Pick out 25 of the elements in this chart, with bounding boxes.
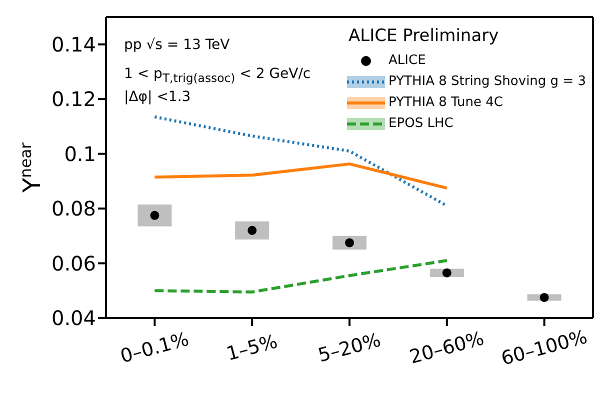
annotation: pp √s = 13 TeV [124,37,230,53]
y-tick-label: 0.08 [51,196,96,221]
x-tick-label: 1–5% [224,330,280,366]
annotation: |Δφ| <1.3 [124,88,191,105]
legend-label: PYTHIA 8 String Shoving g = 3 [388,74,586,89]
legend-label: PYTHIA 8 Tune 4C [388,95,503,110]
annotation: 1 < p$_{T,trig(assoc)}$ < 2 GeV/c [124,66,311,85]
x-tick-label: 20–60% [407,328,486,368]
line-series [153,162,448,190]
legend-title: ALICE Preliminary [348,26,500,46]
y-tick-label: 0.12 [51,87,96,112]
point [344,238,354,248]
y-tick-label: 0.1 [64,142,96,166]
point [248,226,257,235]
line-series [153,259,448,294]
y-tick-label: 0.14 [51,32,96,56]
point [540,292,549,302]
x-tick-label: 0–0.1% [118,328,192,368]
point [150,210,160,220]
y-tick-label: 0.06 [51,251,96,276]
legend-label: EPOS LHC [388,116,454,131]
x-tick-label: 5–20% [316,329,384,367]
legend-label: ALICE [388,53,426,68]
point [442,268,452,278]
y-tick-label: 0.04 [51,306,96,330]
